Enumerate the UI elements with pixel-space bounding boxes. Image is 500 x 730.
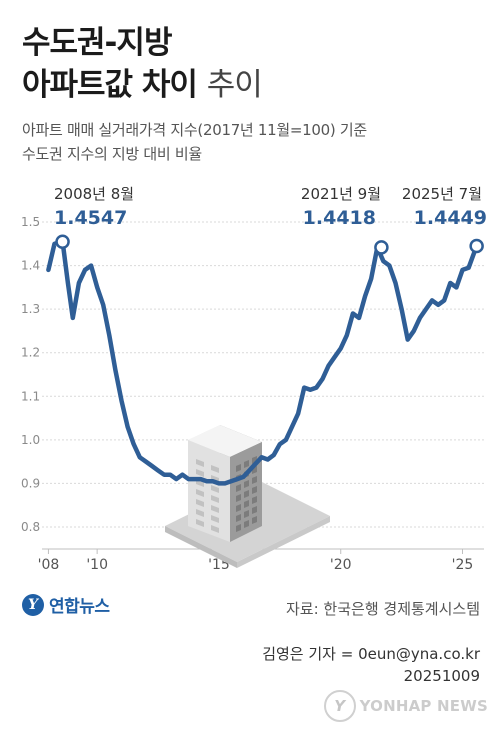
chart-title-light: 추이 xyxy=(206,67,263,103)
x-tick-label: '25 xyxy=(452,557,474,573)
building-window xyxy=(236,514,241,522)
building-window xyxy=(236,524,241,532)
y-tick-label: 1.2 xyxy=(21,346,40,360)
building-window xyxy=(196,499,204,507)
building-window xyxy=(244,490,249,498)
building-window xyxy=(211,515,219,523)
yonhap-watermark: Y YONHAP NEWS xyxy=(323,690,488,722)
building-window xyxy=(252,496,257,504)
series-line xyxy=(46,239,479,486)
building-window xyxy=(211,525,219,533)
credit-block: 김영은 기자 = 0eun@yna.co.kr 20251009 xyxy=(262,643,480,687)
peak-markers: 2008년 8월 1.4547 2021년 9월 1.4418 2025년 7월 1.44… xyxy=(54,185,487,255)
x-axis-ticks: '08'10'15'20'25 xyxy=(38,549,474,573)
peak-marker xyxy=(374,240,389,255)
x-tick-label: '20 xyxy=(330,557,352,573)
building-window xyxy=(196,469,204,477)
yonhap-logo-mark: Y xyxy=(22,593,44,616)
yonhap-logo-text: 연합뉴스 xyxy=(49,597,110,617)
peak-marker xyxy=(55,234,70,249)
subtitle-line2: 수도권 지수의 지방 대비 비율 xyxy=(22,145,202,163)
yonhap-logo: Y 연합뉴스 xyxy=(22,592,110,617)
annotation-value: 1.4547 xyxy=(54,207,127,229)
building-window xyxy=(244,510,249,518)
building-window xyxy=(236,504,241,512)
watermark-icon: Y xyxy=(323,690,356,722)
annotation-date: 2025년 7월 xyxy=(402,185,482,203)
building-window xyxy=(252,506,257,514)
y-tick-label: 1.4 xyxy=(21,259,40,273)
y-tick-label: 1.1 xyxy=(21,389,40,403)
x-tick-label: '08 xyxy=(38,557,60,573)
building-window xyxy=(236,484,241,492)
y-tick-label: 0.9 xyxy=(21,476,40,490)
building-window xyxy=(244,480,249,488)
apartment-building-illustration xyxy=(165,425,330,568)
chart-title-line1: 수도권-지방 xyxy=(22,25,172,61)
chart-title-line2: 아파트값 차이 추이 xyxy=(22,64,263,106)
peak-marker xyxy=(469,238,484,254)
building-window xyxy=(244,520,249,528)
building-window xyxy=(211,495,219,503)
y-tick-label: 1.5 xyxy=(21,215,40,229)
watermark-text: YONHAP NEWS xyxy=(359,697,488,715)
building-window xyxy=(211,485,219,493)
x-tick-label: '10 xyxy=(86,557,108,573)
subtitle-line1: 아파트 매매 실거래가격 지수(2017년 11월=100) 기준 xyxy=(22,121,367,139)
building-window xyxy=(196,519,204,527)
y-tick-label: 1.3 xyxy=(21,302,40,316)
y-tick-label: 0.8 xyxy=(21,520,40,534)
y-tick-label: 1.0 xyxy=(21,433,40,447)
building-window xyxy=(236,494,241,502)
annotation-value: 1.4418 xyxy=(303,207,376,229)
building-window xyxy=(244,460,249,468)
chart-title-bold: 아파트값 차이 xyxy=(22,67,198,103)
title-block: 수도권-지방 아파트값 차이 추이 xyxy=(22,22,263,106)
annotation-date: 2008년 8월 xyxy=(54,185,134,203)
building-window xyxy=(252,516,257,524)
building-window xyxy=(244,500,249,508)
annotation-date: 2021년 9월 xyxy=(301,185,381,203)
building-window xyxy=(236,464,241,472)
building-window xyxy=(196,459,204,467)
chart-subtitle: 아파트 매매 실거래가격 지수(2017년 11월=100) 기준 수도권 지수… xyxy=(22,118,367,166)
data-source: 자료: 한국은행 경제통계시스템 xyxy=(286,600,480,618)
reporter-credit: 김영은 기자 = 0eun@yna.co.kr xyxy=(262,645,480,663)
annotation-value: 1.4449 xyxy=(414,207,487,229)
building-window xyxy=(252,476,257,484)
building-window xyxy=(211,505,219,513)
building-window xyxy=(196,509,204,517)
line-chart: 0.80.91.01.11.21.31.41.5 '08'10'15'20'25… xyxy=(21,185,487,573)
building-window xyxy=(211,465,219,473)
building-window xyxy=(252,486,257,494)
date-code: 20251009 xyxy=(403,667,480,685)
y-axis-ticks: 0.8 0.9 1.0 1.1 1.2 1.3 1.4 1.5 xyxy=(21,215,40,534)
building-window xyxy=(196,489,204,497)
